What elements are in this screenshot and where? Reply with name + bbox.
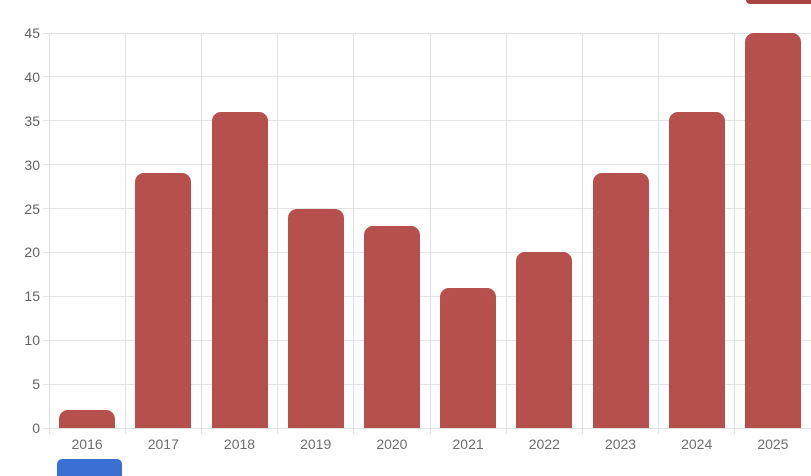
x-axis-tick-label: 2018 <box>223 436 256 452</box>
x-gridline <box>429 33 431 434</box>
x-axis-tick-label: 2021 <box>452 436 484 452</box>
x-axis-tick-label: 2025 <box>757 436 789 452</box>
y-gridline <box>43 76 811 78</box>
x-gridline <box>277 33 279 434</box>
y-gridline <box>43 383 811 385</box>
x-gridline <box>48 33 50 434</box>
bar-2021[interactable] <box>440 287 497 428</box>
y-axis-tick-label: 40 <box>24 68 40 85</box>
bar-2024[interactable] <box>668 112 725 428</box>
x-axis-tick-label: 2019 <box>300 436 332 452</box>
y-gridline <box>43 251 811 253</box>
x-axis-tick-label: 2024 <box>681 436 713 452</box>
x-gridline <box>124 33 126 434</box>
x-axis-tick-label: 2016 <box>71 436 103 452</box>
x-axis-tick-label: 2017 <box>147 436 179 452</box>
y-gridline <box>43 120 811 122</box>
bar-2018[interactable] <box>211 112 268 428</box>
bar-2022[interactable] <box>516 252 573 428</box>
y-gridline <box>43 427 811 429</box>
x-gridline <box>353 33 355 434</box>
bar-2025[interactable] <box>744 33 801 428</box>
y-axis-tick-label: 15 <box>24 288 40 305</box>
y-gridline <box>43 295 811 297</box>
bar-2017[interactable] <box>135 173 192 428</box>
x-gridline <box>505 33 507 434</box>
x-axis-tick-label: 2023 <box>604 436 637 452</box>
y-axis-tick-label: 35 <box>24 112 40 129</box>
y-axis-tick-label: 0 <box>32 420 40 436</box>
y-gridline <box>43 208 811 210</box>
x-axis-tick-label: 2022 <box>528 436 560 452</box>
y-axis-tick-label: 10 <box>24 332 40 349</box>
x-gridline <box>658 33 660 434</box>
bar-2016[interactable] <box>59 410 116 428</box>
bar-2019[interactable] <box>287 208 344 428</box>
y-axis-tick-label: 30 <box>24 156 40 173</box>
y-axis-tick-label: 5 <box>32 376 40 393</box>
y-gridline <box>43 164 811 166</box>
y-gridline <box>43 339 811 341</box>
bar-2020[interactable] <box>363 226 420 428</box>
clipped-element-fragment-top-right[interactable] <box>746 0 811 4</box>
bar-2023[interactable] <box>592 173 649 428</box>
y-axis-tick-label: 20 <box>24 244 40 261</box>
x-gridline <box>734 33 736 434</box>
x-gridline <box>581 33 583 434</box>
y-gridline <box>43 32 811 34</box>
x-axis-tick-label: 2020 <box>376 436 408 452</box>
clipped-button-fragment-bottom-left[interactable] <box>57 459 122 476</box>
y-axis-tick-label: 25 <box>24 200 40 217</box>
y-axis-tick-label: 45 <box>24 25 40 41</box>
x-gridline <box>200 33 202 434</box>
